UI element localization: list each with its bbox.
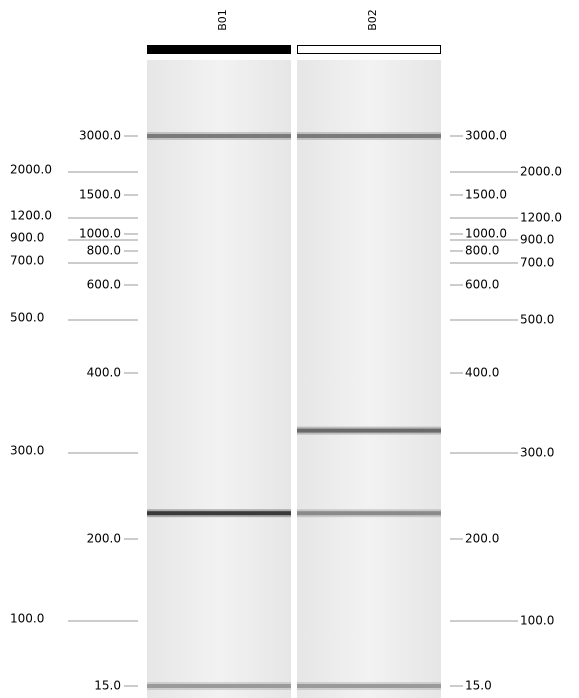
y-tick-label: 800.0: [465, 244, 499, 258]
band: [147, 511, 291, 515]
y-tick-label: 600.0: [87, 278, 121, 292]
y-tick-label: 100.0: [10, 612, 44, 626]
y-tick-label: 300.0: [520, 446, 554, 460]
y-tick-label: 1500.0: [79, 188, 121, 202]
y-tick-label: 1000.0: [465, 227, 507, 241]
y-tick-label: 700.0: [520, 256, 554, 270]
y-tick-label: 2000.0: [10, 163, 52, 177]
band: [297, 511, 441, 515]
gel-view: B01 B02 15.0 15.0 100.0 100.0 200.0 200.0 300.0 3…: [0, 0, 579, 698]
y-tick-label: 200.0: [87, 532, 121, 546]
y-tick-label: 1000.0: [79, 227, 121, 241]
y-tick-label: 400.0: [465, 366, 499, 380]
lane-marker: [298, 46, 441, 54]
y-tick-label: 1200.0: [10, 209, 52, 223]
band: [297, 134, 441, 138]
y-tick-label: 500.0: [10, 311, 44, 325]
y-tick-label: 900.0: [10, 231, 44, 245]
y-tick-label: 900.0: [520, 233, 554, 247]
band: [147, 684, 291, 688]
y-tick-label: 800.0: [87, 244, 121, 258]
y-tick-label: 3000.0: [79, 129, 121, 143]
lane: [147, 60, 291, 698]
y-tick-label: 1200.0: [520, 211, 562, 225]
y-tick-label: 15.0: [94, 679, 121, 693]
band: [147, 134, 291, 138]
y-tick-label: 15.0: [465, 679, 492, 693]
y-tick-label: 200.0: [465, 532, 499, 546]
band: [297, 684, 441, 688]
lane-label: B02: [366, 9, 379, 31]
y-tick-label: 2000.0: [520, 165, 562, 179]
y-tick-label: 100.0: [520, 614, 554, 628]
lane: [297, 60, 441, 698]
y-tick-label: 1500.0: [465, 188, 507, 202]
lane-marker: [148, 46, 291, 54]
y-tick-label: 700.0: [10, 254, 44, 268]
y-tick-label: 300.0: [10, 444, 44, 458]
lane-label: B01: [216, 9, 229, 31]
y-tick-label: 500.0: [520, 313, 554, 327]
y-tick-label: 3000.0: [465, 129, 507, 143]
band: [297, 429, 441, 433]
y-tick-label: 400.0: [87, 366, 121, 380]
y-tick-label: 600.0: [465, 278, 499, 292]
